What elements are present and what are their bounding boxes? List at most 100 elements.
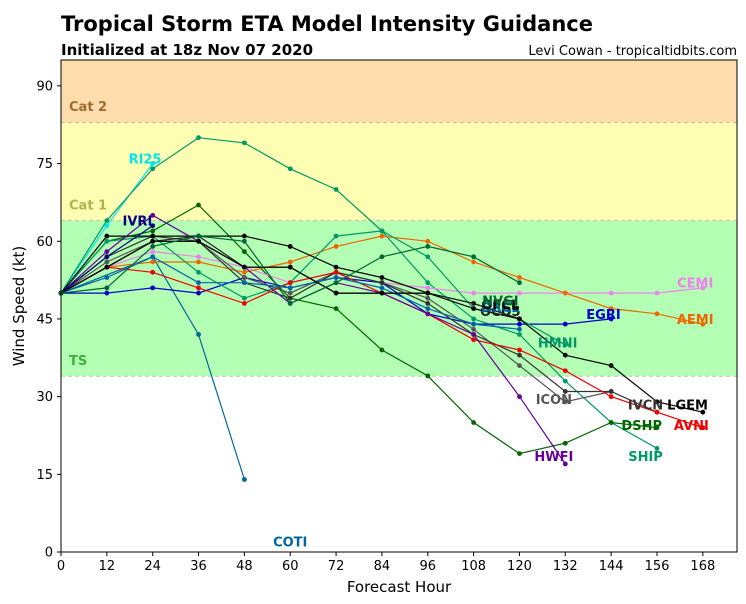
data-point (425, 295, 431, 301)
data-point (241, 140, 247, 146)
series-label-cemi: CEMI (677, 277, 713, 292)
data-point (196, 285, 201, 291)
data-point (608, 316, 614, 322)
data-point (562, 342, 568, 348)
series-label-avni: AVNI (674, 419, 709, 434)
data-point (379, 254, 385, 260)
data-point (562, 461, 568, 467)
x-tick-label: 12 (99, 559, 116, 574)
y-tick-label: 30 (36, 390, 53, 405)
series-label-lgem: LGEM (667, 398, 708, 413)
band-cat-2 (61, 60, 737, 123)
data-point (104, 238, 110, 244)
data-point (608, 389, 614, 394)
data-point (425, 373, 431, 379)
y-axis-label: Wind Speed (kt) (10, 246, 28, 367)
data-point (654, 409, 660, 415)
data-point (471, 306, 477, 311)
data-point (379, 233, 385, 239)
data-point (241, 264, 247, 270)
x-tick-label: 132 (553, 559, 578, 574)
data-point (287, 259, 293, 265)
data-point (333, 290, 339, 296)
y-axis: 0 15 30 45 60 75 90 (36, 79, 61, 561)
data-point (104, 223, 110, 229)
intensity-bands: TS Cat 1 Cat 2 (61, 60, 737, 552)
data-point (333, 187, 339, 192)
data-point (425, 306, 431, 311)
series-label-hmni: HMNI (538, 336, 578, 351)
data-point (150, 233, 156, 239)
series-label-coti: COTI (273, 536, 307, 551)
data-point (104, 218, 110, 223)
data-point (562, 440, 568, 446)
series-nvgi (58, 233, 522, 306)
data-point (150, 161, 156, 166)
data-point (517, 316, 522, 322)
data-point (608, 363, 614, 368)
x-tick-label: 144 (599, 559, 624, 574)
series-label-ocd5: OCD5 (480, 305, 520, 320)
data-point (425, 254, 431, 260)
data-point (700, 285, 706, 291)
data-point (196, 238, 201, 244)
data-point (287, 301, 293, 306)
series-label-dshp: DSHP (621, 419, 662, 434)
data-point (287, 295, 293, 301)
chart-subtitle: Initialized at 18z Nov 07 2020 (61, 41, 313, 59)
data-point (196, 202, 201, 208)
data-point (517, 347, 522, 353)
data-point (150, 249, 156, 255)
data-point (333, 269, 339, 275)
data-point (241, 233, 247, 239)
data-point (562, 368, 568, 374)
data-point (241, 249, 247, 255)
data-point (379, 285, 385, 291)
data-point (471, 420, 477, 425)
data-point (150, 228, 156, 234)
data-point (562, 378, 568, 384)
data-point (562, 389, 568, 394)
data-point (196, 269, 201, 275)
x-tick-label: 168 (690, 559, 715, 574)
data-point (608, 394, 614, 400)
data-point (654, 311, 660, 317)
data-point (241, 275, 247, 280)
data-point (471, 254, 477, 260)
data-point (471, 290, 477, 296)
y-tick-label: 15 (36, 468, 53, 483)
data-point (471, 301, 477, 306)
y-tick-label: 90 (36, 79, 53, 94)
data-point (425, 285, 431, 291)
data-point (517, 275, 522, 280)
data-point (517, 363, 522, 368)
data-point (333, 244, 339, 249)
data-point (104, 290, 110, 296)
series-label-ivri: IVRI (123, 215, 153, 230)
data-point (333, 306, 339, 311)
chart-credit: Levi Cowan - tropicaltidbits.com (528, 44, 737, 59)
data-point (517, 290, 522, 296)
series-ofcl (58, 238, 522, 322)
data-point (654, 425, 660, 431)
data-point (654, 399, 660, 405)
data-point (150, 259, 156, 265)
data-point (333, 275, 339, 280)
data-point (241, 280, 247, 286)
data-point (654, 290, 660, 296)
data-point (196, 233, 201, 239)
data-point (287, 166, 293, 172)
data-point (241, 301, 247, 306)
data-point (425, 280, 431, 286)
band-label: Cat 2 (69, 100, 107, 115)
data-point (471, 326, 477, 332)
series-aemi (58, 233, 706, 327)
data-point (150, 285, 156, 291)
data-point (608, 420, 614, 425)
data-point (562, 399, 568, 405)
data-point (517, 352, 522, 358)
data-point (700, 425, 706, 431)
data-point (517, 280, 522, 286)
series-label-ship: SHIP (628, 450, 663, 465)
x-tick-label: 36 (190, 559, 207, 574)
